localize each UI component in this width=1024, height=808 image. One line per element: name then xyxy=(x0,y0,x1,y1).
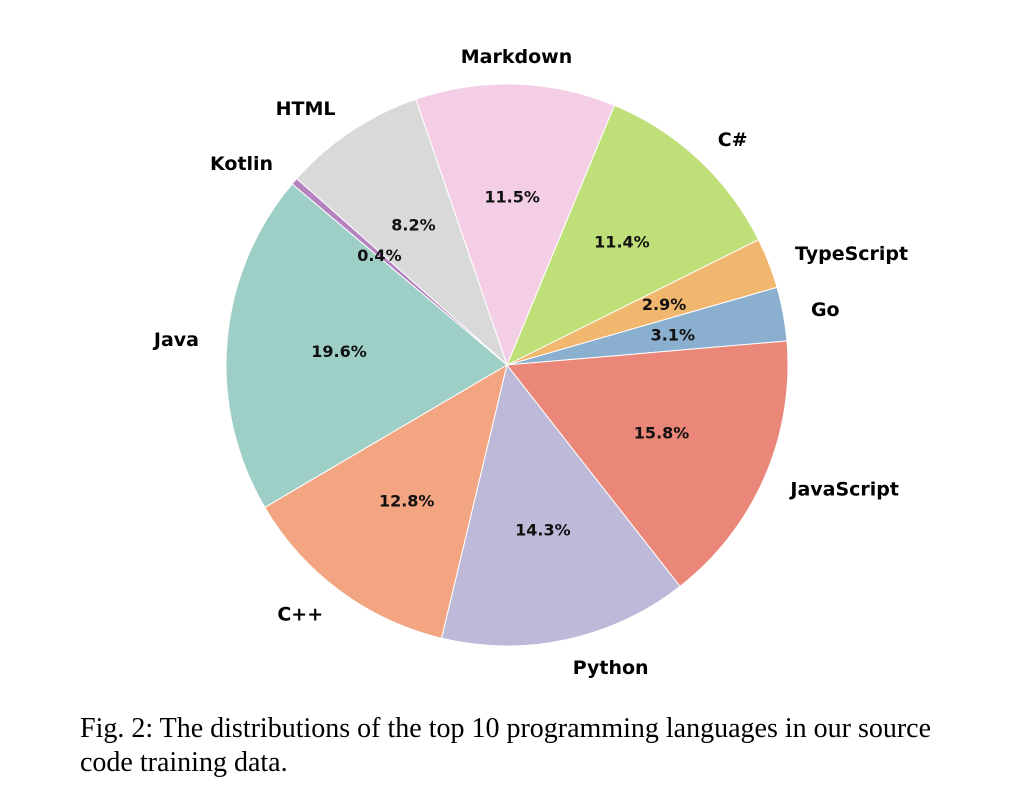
slice-label: Java xyxy=(152,329,199,351)
slice-label: HTML xyxy=(276,98,336,120)
pie-slice-c- xyxy=(506,104,760,367)
slice-label: Markdown xyxy=(461,46,572,68)
slice-label: C++ xyxy=(277,603,323,625)
slice-label: TypeScript xyxy=(795,243,908,265)
pie-slice-markdown xyxy=(415,83,616,367)
slice-percent-label: 3.1% xyxy=(651,325,695,344)
pie-slice-javascript xyxy=(506,340,789,588)
slice-label: Kotlin xyxy=(210,153,273,175)
slice-label: JavaScript xyxy=(788,478,899,500)
slice-percent-label: 0.4% xyxy=(357,246,401,265)
slice-percent-label: 14.3% xyxy=(515,521,571,540)
pie-chart: Go 3.1% TypeScript 2.9% C# 11.4% Markdown 11.5%… xyxy=(152,46,908,679)
slice-label: Python xyxy=(573,657,649,679)
slice-label: C# xyxy=(718,129,748,151)
pie-slice-java xyxy=(225,183,508,509)
figure-caption: Fig. 2: The distributions of the top 10 … xyxy=(80,713,932,778)
slice-percent-label: 15.8% xyxy=(634,423,690,442)
slice-percent-label: 11.5% xyxy=(484,187,540,206)
pie-slice-python xyxy=(440,363,681,647)
slice-percent-label: 11.4% xyxy=(594,233,650,252)
slice-percent-label: 8.2% xyxy=(391,216,435,235)
slice-percent-label: 19.6% xyxy=(311,342,367,361)
slice-percent-label: 12.8% xyxy=(379,492,435,511)
pie-slice-c- xyxy=(264,363,508,639)
pie-slice-html xyxy=(295,98,509,367)
slice-label: Go xyxy=(811,299,840,321)
slice-percent-label: 2.9% xyxy=(642,295,686,314)
